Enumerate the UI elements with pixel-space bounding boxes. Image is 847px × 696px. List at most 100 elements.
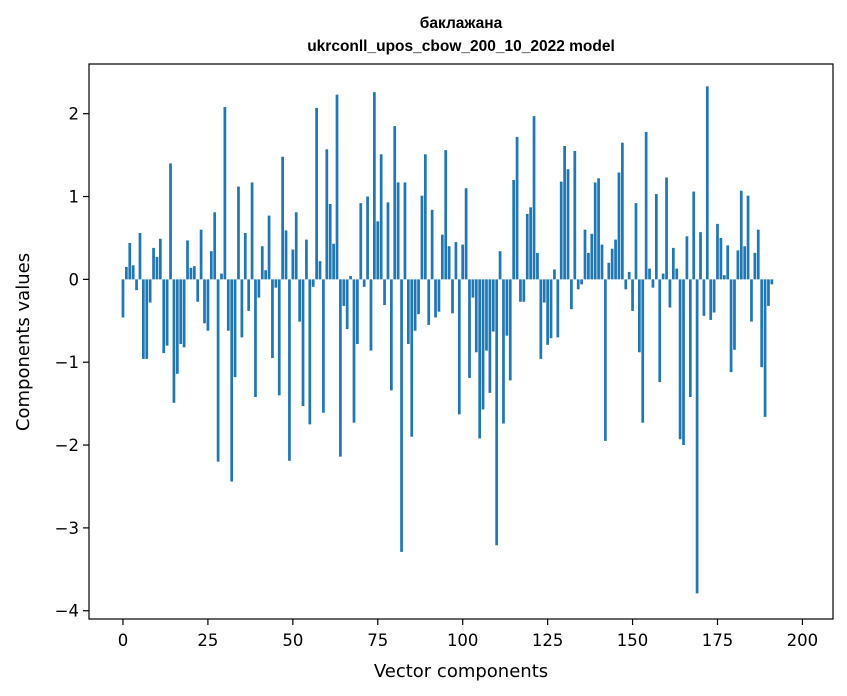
bar-23: [199, 229, 203, 280]
bar-14: [169, 163, 172, 280]
bar-101: [464, 188, 468, 280]
bar-158: [658, 279, 662, 383]
bar-173: [709, 279, 713, 320]
bar-3: [131, 265, 135, 280]
bar-111: [498, 251, 502, 280]
bar-99: [457, 279, 461, 415]
bar-30: [223, 107, 227, 280]
bar-102: [468, 279, 471, 378]
bar-61: [328, 203, 332, 280]
bar-160: [665, 177, 668, 280]
bar-137: [587, 252, 590, 280]
bar-191: [770, 279, 774, 285]
bar-147: [621, 142, 624, 280]
bar-65: [342, 279, 346, 306]
bar-122: [536, 252, 539, 280]
bar-188: [760, 279, 764, 368]
bar-183: [743, 246, 747, 280]
bar-90: [427, 279, 431, 325]
bar-167: [688, 279, 692, 397]
bar-60: [325, 149, 329, 280]
bar-163: [675, 268, 679, 280]
bar-15: [172, 279, 176, 403]
bar-46: [277, 279, 281, 396]
bar-27: [213, 212, 217, 280]
bar-83: [403, 182, 407, 280]
bar-25: [206, 279, 210, 331]
bar-76: [379, 154, 383, 280]
bar-190: [767, 279, 770, 306]
bar-12: [162, 279, 166, 354]
bar-77: [383, 279, 386, 306]
bar-105: [478, 279, 482, 439]
bar-41: [260, 246, 264, 280]
bar-107: [485, 279, 488, 351]
bar-131: [566, 169, 570, 280]
bar-72: [366, 196, 369, 280]
bar-128: [556, 279, 560, 338]
bar-92: [434, 279, 437, 318]
bar-54: [305, 239, 308, 280]
bars-group: [121, 86, 774, 594]
bar-45: [274, 279, 278, 288]
bar-106: [481, 279, 485, 410]
bar-170: [699, 232, 702, 280]
bar-66: [345, 279, 349, 330]
bar-82: [400, 279, 403, 552]
bar-70: [359, 203, 363, 280]
bar-126: [549, 279, 553, 339]
bar-135: [580, 279, 583, 285]
bar-174: [712, 279, 716, 313]
bar-26: [209, 251, 213, 280]
chart-subtitle: ukrconll_upos_cbow_200_10_2022 model: [307, 38, 615, 55]
bar-177: [722, 275, 726, 280]
bar-59: [322, 279, 325, 413]
y-tick-label: 1: [69, 188, 80, 207]
bar-21: [192, 266, 196, 280]
bar-166: [685, 236, 689, 280]
bar-17: [179, 279, 183, 344]
bar-31: [226, 279, 230, 331]
bar-87: [417, 279, 420, 315]
bar-16: [175, 279, 179, 374]
bar-110: [495, 279, 499, 546]
plot-frame: [88, 63, 834, 620]
bar-42: [264, 270, 268, 280]
bar-120: [529, 207, 532, 280]
bar-157: [654, 194, 658, 280]
bar-71: [362, 279, 366, 287]
bar-161: [668, 279, 672, 308]
bar-63: [335, 94, 339, 280]
bar-36: [243, 232, 247, 280]
bar-49: [288, 279, 291, 461]
bar-121: [532, 116, 536, 280]
bar-91: [430, 209, 434, 280]
bar-144: [610, 248, 614, 280]
bar-112: [502, 279, 505, 424]
bar-78: [386, 202, 390, 280]
bar-119: [525, 213, 529, 280]
bar-171: [702, 279, 706, 316]
bar-129: [559, 181, 563, 280]
x-tick-label: 25: [197, 631, 218, 650]
bar-75: [376, 221, 380, 280]
y-tick-label: −2: [55, 436, 79, 455]
bar-1: [125, 266, 128, 280]
bar-136: [583, 229, 587, 280]
bar-96: [447, 246, 451, 280]
bar-40: [257, 279, 261, 298]
bar-116: [515, 136, 519, 280]
bar-8: [148, 279, 152, 303]
bar-56: [311, 279, 315, 287]
bar-37: [247, 279, 251, 311]
bar-138: [590, 233, 594, 280]
bar-18: [182, 279, 186, 348]
y-axis-label: Components values: [13, 253, 34, 431]
bar-44: [271, 279, 274, 359]
bar-184: [746, 195, 750, 280]
bar-47: [281, 156, 284, 280]
axes-group: 0 25 50 75 100 125 150 175 200 −4 −3 −2 −1 0 1 2: [55, 105, 819, 650]
x-tick-label: 100: [447, 631, 479, 650]
bar-181: [736, 250, 740, 280]
bar-100: [461, 244, 465, 280]
